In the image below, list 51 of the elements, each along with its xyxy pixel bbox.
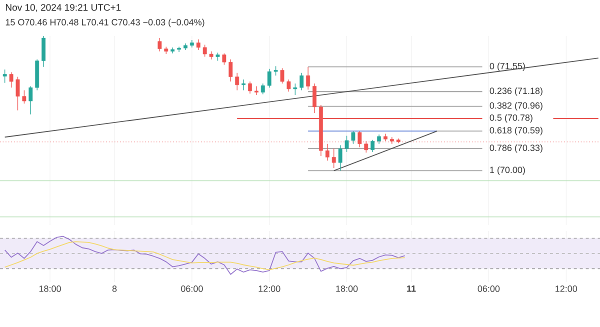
candlestick xyxy=(325,144,330,161)
candlestick xyxy=(300,72,304,91)
candlestick xyxy=(202,44,207,58)
series-label: 0 (71.55) xyxy=(490,62,525,72)
candlestick xyxy=(222,53,226,66)
candlestick xyxy=(344,135,349,152)
candlestick xyxy=(196,39,200,50)
candlestick xyxy=(9,72,14,88)
x-tick-label: 11 xyxy=(407,286,416,292)
x-tick-label: 8 xyxy=(112,286,117,292)
candlestick xyxy=(22,90,26,104)
candlestick xyxy=(280,68,284,84)
candlestick xyxy=(28,86,33,115)
candlestick xyxy=(228,59,233,82)
series-label: 0.5 (70.78) xyxy=(490,114,532,123)
series-label: 1 (70.00) xyxy=(490,166,525,175)
x-tick-label: 18:00 xyxy=(39,286,61,292)
candlestick xyxy=(16,76,20,111)
candlestick xyxy=(312,83,316,114)
candlestick xyxy=(158,38,162,52)
series-label: 0.786 (70.33) xyxy=(490,144,542,153)
candlestick xyxy=(364,140,368,153)
series-label: 0.382 (70.96) xyxy=(490,102,542,110)
candlestick xyxy=(248,81,252,94)
candlestick xyxy=(377,134,381,144)
candlestick xyxy=(306,66,310,90)
candlestick xyxy=(235,72,240,91)
candlestick xyxy=(293,83,298,96)
candlestick xyxy=(274,66,278,76)
series-label: 0.618 (70.59) xyxy=(490,126,542,136)
x-tick-label: 06:00 xyxy=(181,286,203,292)
candlestick xyxy=(358,130,362,148)
x-tick-label: 12:00 xyxy=(258,286,280,292)
x-tick-label: 06:00 xyxy=(478,286,500,292)
candlestick xyxy=(370,139,375,152)
chart-title: Nov 10, 2024 19:21 UTC+1 xyxy=(6,4,121,12)
candlestick xyxy=(267,68,272,88)
candlestick xyxy=(390,136,394,144)
candlestick xyxy=(254,86,258,96)
x-tick-label: 18:00 xyxy=(336,286,358,292)
candlestick xyxy=(260,83,265,95)
candlestick xyxy=(351,130,356,144)
candlestick xyxy=(2,69,7,84)
x-tick-label: 12:00 xyxy=(556,286,578,292)
chart-subtitle: 15 O70.46 H70.48 L70.41 C70.43 −0.03 (−0.04%) xyxy=(6,18,204,28)
candlestick xyxy=(332,148,336,168)
candlestick xyxy=(286,79,291,92)
candlestick xyxy=(242,79,246,91)
series-label: 0.236 (71.18) xyxy=(490,87,542,96)
candlestick xyxy=(42,36,46,68)
candlestick xyxy=(338,144,342,172)
